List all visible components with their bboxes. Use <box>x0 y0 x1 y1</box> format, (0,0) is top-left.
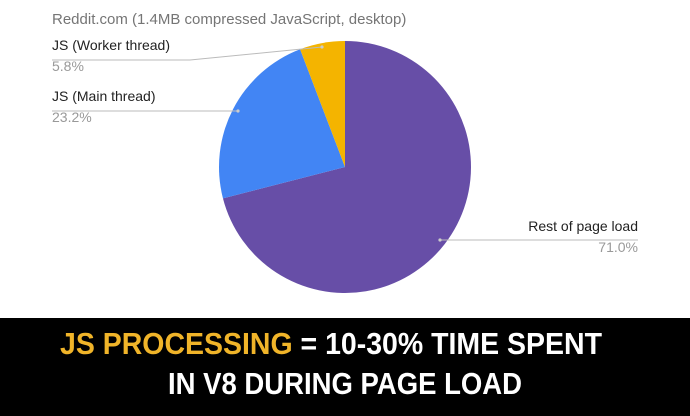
caption-banner <box>0 318 690 416</box>
pie <box>218 41 471 293</box>
leader-dot <box>438 238 442 242</box>
pie-slice <box>222 41 471 293</box>
slice-value-label: 71.0% <box>598 239 638 255</box>
chart-title: Reddit.com (1.4MB compressed JavaScript,… <box>52 11 406 28</box>
leader-dot <box>236 109 240 113</box>
slice-value-label: 5.8% <box>52 58 84 74</box>
caption-text: = 10-30% TIME SPENT <box>301 326 603 361</box>
slice-label: Rest of page load <box>528 218 638 234</box>
leader-dot <box>320 45 324 49</box>
caption-line-1: JS PROCESSING = 10-30% TIME SPENT <box>60 326 602 361</box>
pie-slice <box>218 49 345 199</box>
slice-labels: Rest of page load 71.0% JS (Main thread) 23… <box>52 37 638 255</box>
slice-label: JS (Main thread) <box>52 88 155 104</box>
caption-line-2: IN V8 DURING PAGE LOAD <box>168 366 522 401</box>
slice-label: JS (Worker thread) <box>52 37 170 53</box>
pie-slice <box>300 41 345 167</box>
caption-highlight: JS PROCESSING <box>60 326 293 361</box>
leader-line <box>52 46 323 61</box>
slice-value-label: 23.2% <box>52 109 92 125</box>
